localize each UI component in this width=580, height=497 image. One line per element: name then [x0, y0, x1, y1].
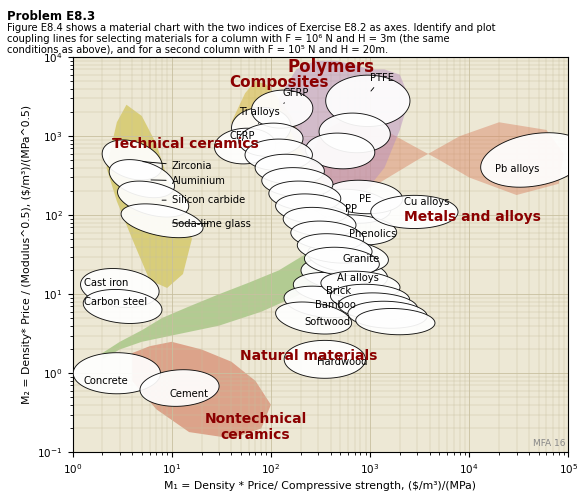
- Polygon shape: [245, 139, 313, 170]
- Polygon shape: [306, 133, 375, 169]
- Polygon shape: [255, 154, 324, 184]
- Polygon shape: [313, 215, 397, 245]
- Polygon shape: [107, 105, 192, 288]
- Text: Figure E8.4 shows a material chart with the two indices of Exercise E8.2 as axes: Figure E8.4 shows a material chart with …: [7, 23, 495, 33]
- Polygon shape: [73, 353, 161, 394]
- Text: Al alloys: Al alloys: [336, 273, 379, 283]
- Polygon shape: [293, 272, 372, 304]
- Polygon shape: [102, 140, 162, 180]
- Text: coupling lines for selecting materials for a column with F = 10⁶ N and H = 3m (t: coupling lines for selecting materials f…: [7, 34, 450, 44]
- Polygon shape: [283, 207, 356, 237]
- Polygon shape: [321, 271, 400, 299]
- Y-axis label: M₂ = Density* Price / (Modulus^0.5), ($/m³)/(MPa^0.5): M₂ = Density* Price / (Modulus^0.5), ($/…: [22, 105, 32, 404]
- Polygon shape: [252, 90, 313, 128]
- Polygon shape: [291, 221, 364, 250]
- Text: Technical ceramics: Technical ceramics: [112, 137, 259, 151]
- Text: Zirconia: Zirconia: [143, 161, 212, 171]
- Polygon shape: [284, 286, 361, 318]
- Polygon shape: [324, 180, 403, 214]
- Polygon shape: [81, 268, 159, 308]
- Polygon shape: [231, 107, 291, 147]
- Text: Problem E8.3: Problem E8.3: [7, 10, 95, 23]
- Text: Soda-lime glass: Soda-lime glass: [172, 219, 251, 229]
- Polygon shape: [140, 370, 219, 407]
- Polygon shape: [118, 181, 188, 217]
- Polygon shape: [262, 167, 333, 197]
- Text: CFRP: CFRP: [229, 131, 255, 141]
- Polygon shape: [319, 113, 390, 153]
- Polygon shape: [109, 160, 175, 198]
- Text: Metals and alloys: Metals and alloys: [404, 210, 541, 224]
- Text: Softwood: Softwood: [305, 317, 351, 327]
- Polygon shape: [276, 302, 351, 334]
- Polygon shape: [348, 301, 427, 328]
- Text: Hardwood: Hardwood: [317, 357, 367, 367]
- Text: Brick: Brick: [326, 286, 351, 296]
- Text: Carbon steel: Carbon steel: [84, 297, 147, 307]
- Text: MFA 16: MFA 16: [534, 438, 566, 447]
- Polygon shape: [338, 293, 418, 320]
- Polygon shape: [102, 233, 348, 359]
- Polygon shape: [308, 240, 389, 273]
- Text: PTFE: PTFE: [370, 73, 394, 91]
- Polygon shape: [269, 181, 341, 211]
- Text: Phenolics: Phenolics: [349, 229, 397, 239]
- Text: PP: PP: [345, 204, 357, 214]
- Text: Natural materials: Natural materials: [240, 349, 377, 363]
- Text: PE: PE: [360, 194, 372, 204]
- Text: Composites: Composites: [229, 75, 328, 90]
- Polygon shape: [481, 133, 580, 187]
- Text: conditions as above), and for a second column with F = 10⁵ N and H = 20m.: conditions as above), and for a second c…: [7, 45, 388, 55]
- Polygon shape: [371, 195, 458, 229]
- Text: Cu alloys: Cu alloys: [404, 197, 450, 207]
- Text: Silicon carbide: Silicon carbide: [162, 195, 245, 205]
- Polygon shape: [239, 123, 303, 157]
- Polygon shape: [84, 289, 162, 324]
- Text: Polymers: Polymers: [287, 58, 374, 76]
- Text: Bamboo: Bamboo: [315, 301, 356, 311]
- Text: GFRP: GFRP: [282, 88, 309, 103]
- Polygon shape: [215, 128, 276, 164]
- Polygon shape: [231, 81, 307, 191]
- Polygon shape: [356, 309, 435, 335]
- Polygon shape: [331, 284, 409, 312]
- X-axis label: M₁ = Density * Price/ Compressive strength, ($/m³)/(MPa): M₁ = Density * Price/ Compressive streng…: [165, 482, 476, 492]
- Text: Concrete: Concrete: [84, 376, 129, 386]
- Text: Nontechnical
ceramics: Nontechnical ceramics: [204, 412, 307, 442]
- Polygon shape: [326, 75, 410, 127]
- Text: Cast iron: Cast iron: [84, 278, 128, 288]
- Text: Pb alloys: Pb alloys: [495, 165, 539, 174]
- Text: Granite: Granite: [343, 254, 380, 264]
- Polygon shape: [276, 194, 349, 224]
- Text: Ti alloys: Ti alloys: [239, 107, 280, 123]
- Polygon shape: [304, 247, 379, 276]
- Text: Cement: Cement: [169, 389, 208, 399]
- Polygon shape: [301, 257, 387, 291]
- Polygon shape: [298, 234, 372, 263]
- Polygon shape: [284, 340, 365, 378]
- Text: Aluminium: Aluminium: [151, 176, 226, 186]
- Polygon shape: [279, 61, 409, 201]
- Polygon shape: [310, 122, 564, 201]
- Polygon shape: [132, 342, 271, 438]
- Polygon shape: [121, 204, 203, 238]
- Polygon shape: [312, 189, 391, 223]
